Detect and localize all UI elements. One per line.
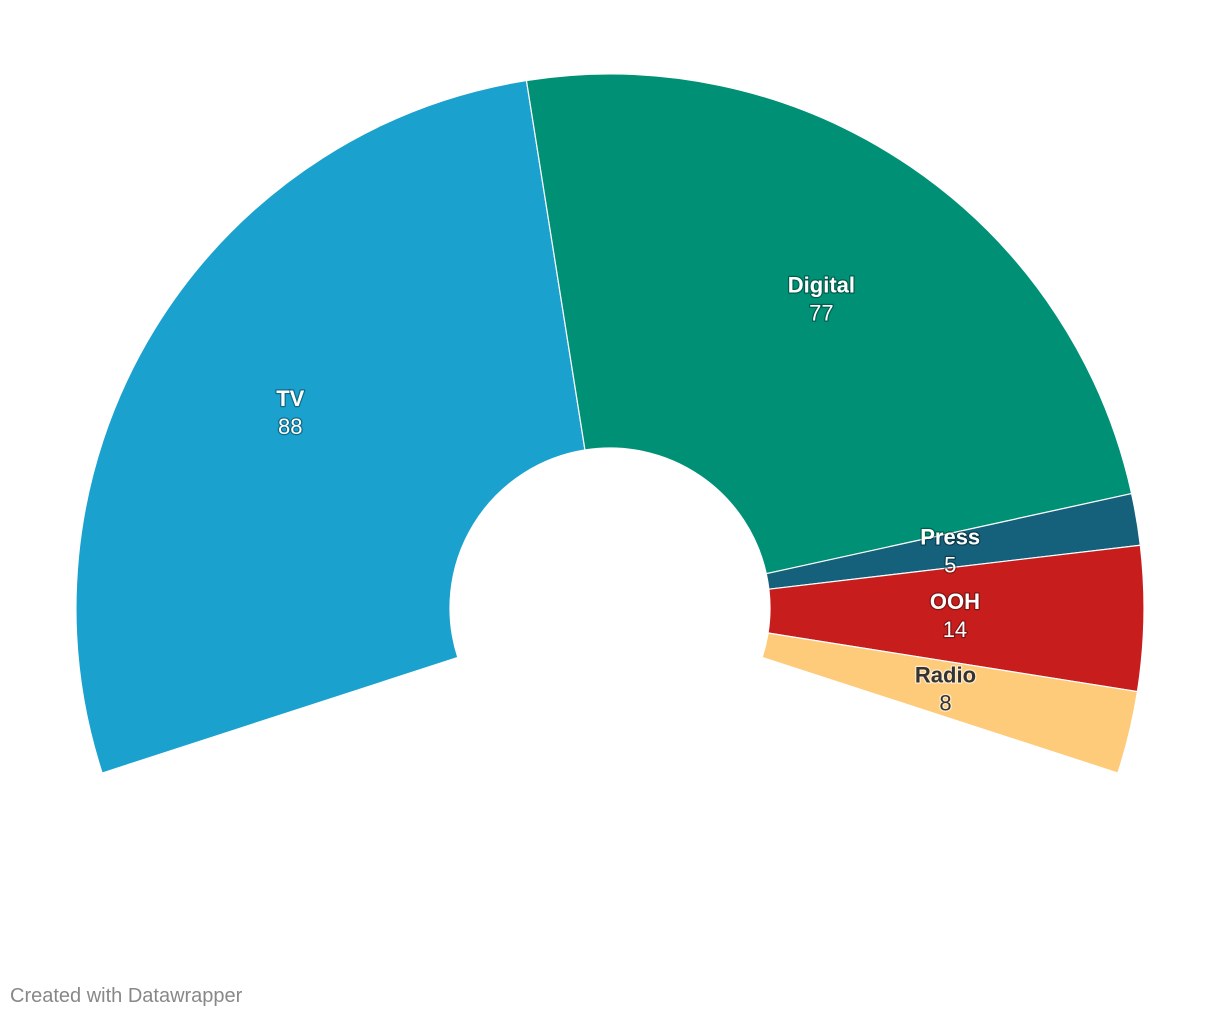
slice-label-press: Press [920, 525, 980, 550]
slice-label-radio: Radio [915, 663, 976, 688]
slice-digital[interactable] [525, 73, 1133, 575]
slice-label-tv: TV [276, 386, 304, 411]
datawrapper-credit[interactable]: Created with Datawrapper [10, 985, 243, 1007]
slice-label-digital: Digital [788, 272, 855, 297]
slice-tv[interactable] [75, 79, 586, 774]
slice-value-ooh: 14 [943, 617, 967, 642]
slice-radio[interactable] [761, 632, 1139, 774]
chart-labels: TV 88 Digital 77 Press 5 OOH 14 Radio 8 [275, 271, 981, 717]
slice-value-radio: 8 [939, 691, 951, 716]
chart-slices [75, 73, 1145, 774]
slice-value-tv: 88 [278, 414, 302, 439]
slice-label-ooh: OOH [930, 589, 980, 614]
slice-value-digital: 77 [809, 300, 833, 325]
slice-value-press: 5 [944, 553, 956, 578]
